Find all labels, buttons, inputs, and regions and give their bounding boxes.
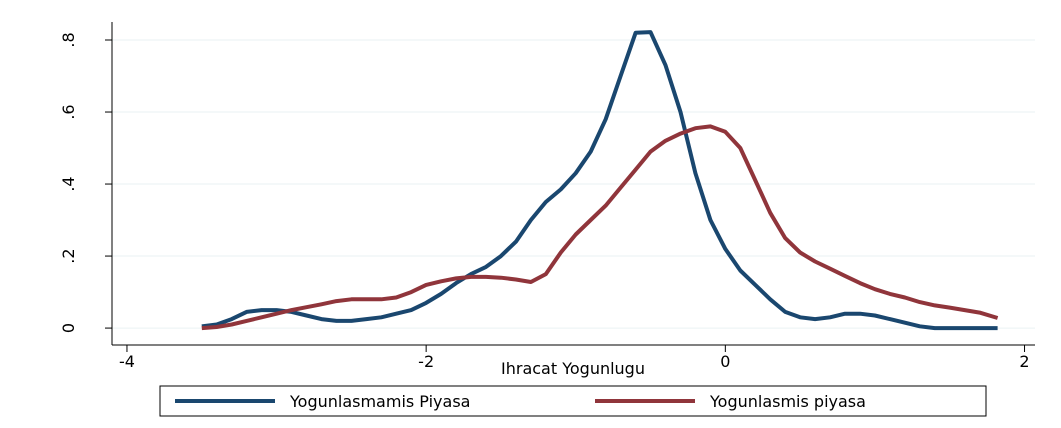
y-tick-label: .6 <box>59 104 78 119</box>
legend-label: Yogunlasmamis Piyasa <box>289 392 470 411</box>
legend: Yogunlasmamis Piyasa Yogunlasmis piyasa <box>159 385 987 417</box>
x-axis-label: Ihracat Yogunlugu <box>501 359 645 378</box>
x-tick-label: 2 <box>1019 352 1029 371</box>
y-tick-label: 0 <box>59 323 78 333</box>
y-tick-label: .2 <box>59 248 78 263</box>
x-tick-label: -4 <box>119 352 135 371</box>
x-tick-label: 0 <box>720 352 730 371</box>
y-tick-label: .4 <box>59 176 78 191</box>
density-line <box>201 124 999 331</box>
legend-box <box>159 385 987 417</box>
x-tick-label: -2 <box>418 352 434 371</box>
y-tick-label: .8 <box>59 32 78 47</box>
density-line <box>201 30 998 331</box>
legend-label: Yogunlasmis piyasa <box>709 392 866 411</box>
